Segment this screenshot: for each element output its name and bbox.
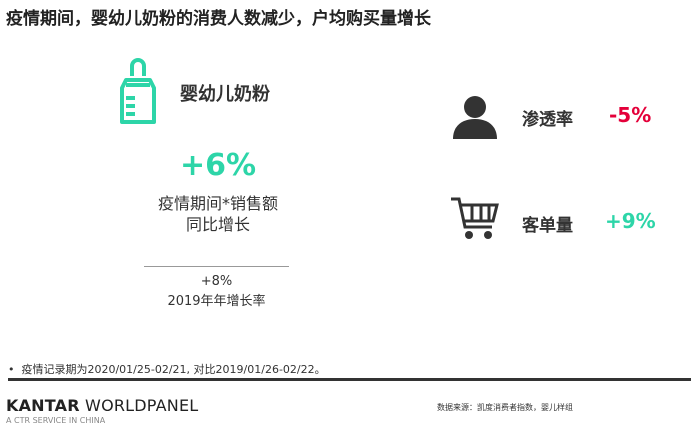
label-line-2: 同比增长 [185, 215, 250, 234]
prev-label: 2019年年增长率 [167, 294, 266, 309]
penetration-value: -5% [609, 103, 652, 127]
divider [144, 266, 289, 267]
prev-value: +8% [200, 274, 233, 289]
footer-rule [8, 378, 691, 381]
kantar-logo: KANTAR WORLDPANEL [6, 396, 198, 415]
baby-bottle-icon [120, 58, 156, 124]
category-name: 婴幼儿奶粉 [180, 84, 270, 105]
penetration-label: 渗透率 [522, 110, 573, 130]
label-line-1: 疫情期间*销售额 [157, 194, 278, 213]
logo-brand: KANTAR [6, 396, 80, 415]
shopping-cart-icon [451, 197, 499, 239]
sales-growth-value: +6% [179, 148, 257, 183]
logo-product: WORLDPANEL [85, 396, 199, 415]
prev-year-growth: +8% 2019年年增长率 [144, 272, 289, 312]
page-title: 疫情期间，婴幼儿奶粉的消费人数减少，户均购买量增长 [6, 9, 431, 29]
footnote-text: 疫情记录期为2020/01/25-02/21, 对比2019/01/26-02/… [21, 363, 326, 376]
logo-subtitle: A CTR SERVICE IN CHINA [6, 416, 106, 425]
footnote: • 疫情记录期为2020/01/25-02/21, 对比2019/01/26-0… [8, 363, 326, 376]
data-source: 数据来源：凯度消费者指数，婴儿样组 [437, 403, 573, 412]
basket-size-value: +9% [605, 209, 656, 233]
person-icon [453, 96, 497, 139]
basket-size-label: 客单量 [522, 216, 573, 236]
sales-growth-label: 疫情期间*销售额 同比增长 [120, 193, 316, 235]
